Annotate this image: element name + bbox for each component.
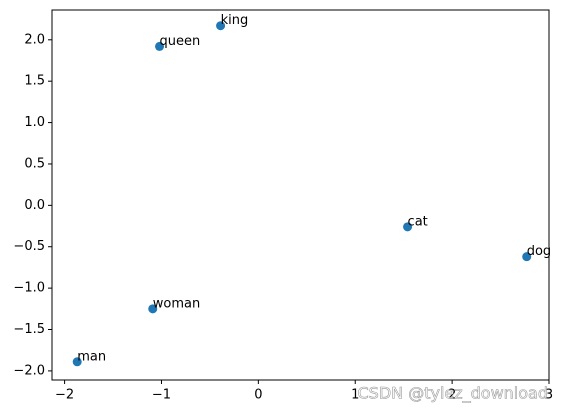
y-tick-label: −2.0 [13,363,45,378]
x-tick-label: −2 [55,388,74,403]
y-tick-label: 1.5 [24,74,45,89]
y-tick-label: 0.0 [24,198,45,213]
x-tick-label: 1 [351,388,359,403]
point [216,21,226,31]
point-label: cat [408,214,428,229]
y-tick-label: −1.5 [13,322,45,337]
point-label: woman [153,296,200,311]
x-tick-label: 2 [448,388,456,403]
y-tick-label: −1.0 [13,281,45,296]
x-tick-label: −1 [152,388,171,403]
x-tick-label: 0 [254,388,262,403]
point [403,222,413,232]
point-label: dog [527,244,551,259]
y-tick-label: 0.5 [24,156,45,171]
x-tick-label: 3 [545,388,553,403]
watermark: CSDN @tylez_download [358,384,549,404]
point-label: king [221,13,249,28]
point [148,304,158,314]
plot-frame [51,9,550,381]
point [72,357,82,367]
point-label: man [77,349,106,364]
point [155,41,165,51]
point-label: queen [160,34,201,49]
y-tick-label: 2.0 [24,32,45,47]
y-tick-label: −0.5 [13,239,45,254]
y-tick-label: 1.0 [24,115,45,130]
point [522,252,532,262]
